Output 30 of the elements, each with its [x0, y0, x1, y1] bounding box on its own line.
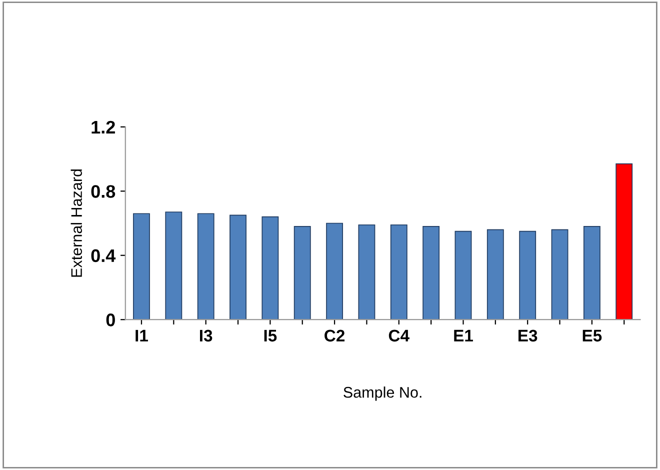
x-tick-label: E5	[582, 330, 602, 342]
x-tick-label: C2	[324, 330, 345, 342]
y-tick-label: 0.4	[91, 249, 116, 262]
bar	[422, 226, 440, 320]
bar	[390, 224, 408, 320]
bar	[454, 230, 472, 320]
y-tick-label: 0	[106, 314, 115, 326]
x-tick-label: I3	[200, 330, 212, 342]
y-tick-label: 0.8	[91, 185, 116, 198]
bar	[551, 229, 568, 320]
x-tick-label: I1	[136, 330, 148, 342]
bar	[133, 213, 150, 320]
bar	[294, 226, 311, 320]
x-axis-title: Sample No.	[344, 386, 422, 401]
bar	[230, 214, 246, 320]
x-tick-label: I5	[264, 330, 277, 342]
bar	[358, 224, 376, 320]
bar	[197, 213, 214, 320]
bar	[326, 222, 343, 320]
bar	[519, 230, 536, 320]
x-tick-label: E3	[518, 330, 538, 342]
bar	[165, 212, 182, 320]
bar	[486, 229, 504, 320]
x-tick-label: E1	[454, 330, 473, 342]
y-axis-title: External Hazard	[70, 169, 82, 277]
bar	[583, 226, 600, 320]
bar	[262, 216, 279, 320]
bar	[616, 163, 633, 320]
y-tick-label: 1.2	[92, 120, 115, 134]
x-tick-label: C4	[388, 330, 410, 342]
